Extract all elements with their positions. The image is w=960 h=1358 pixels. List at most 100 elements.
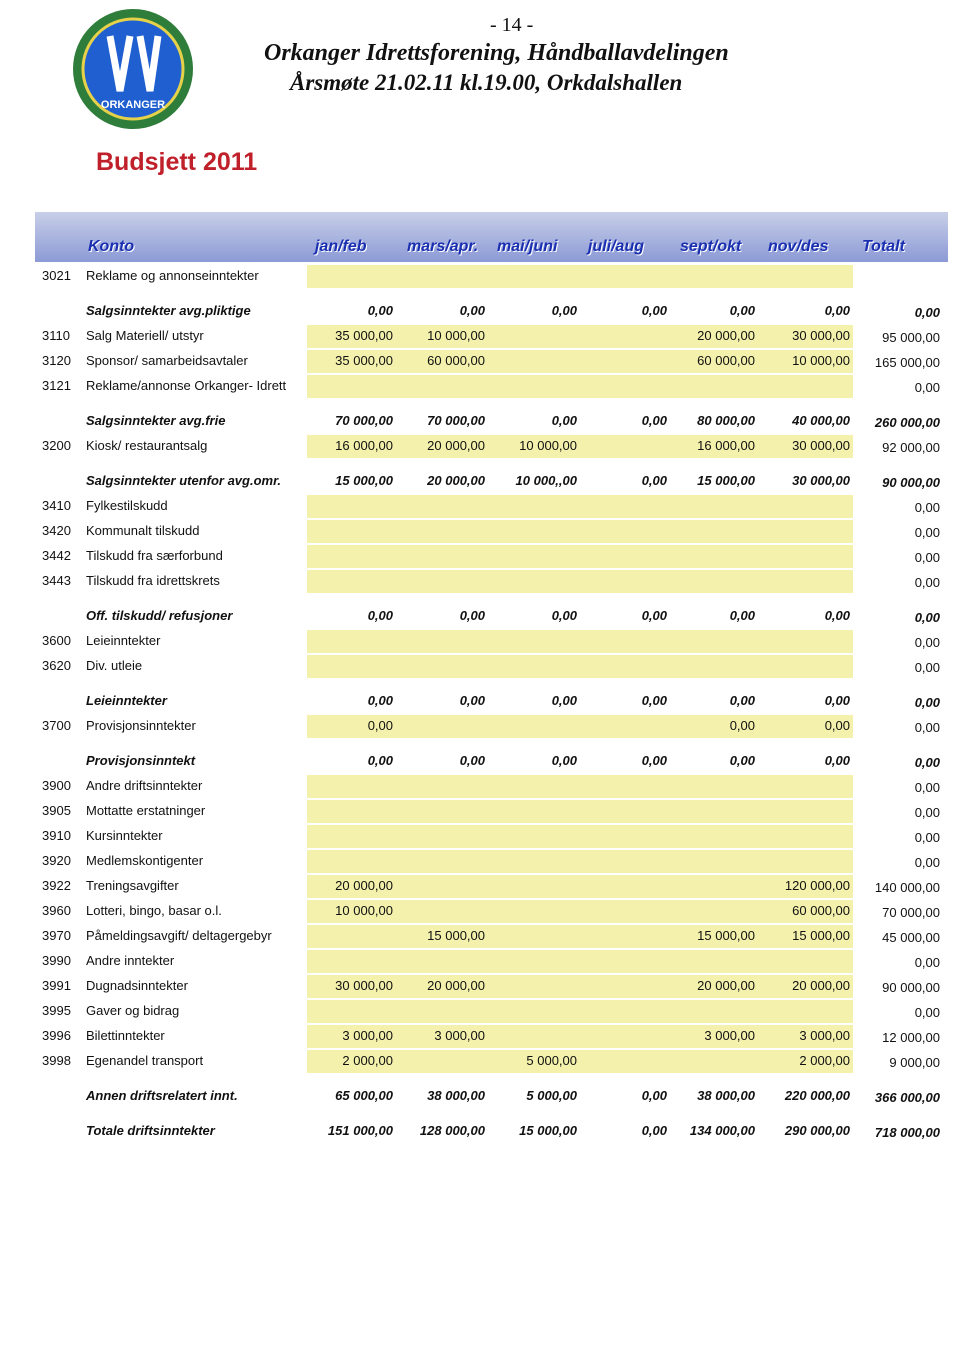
amount: 15 000,00 <box>697 473 755 488</box>
row-label: Reklame/annonse Orkanger- Idrett <box>86 378 287 393</box>
amount: 3 000,00 <box>434 1028 485 1043</box>
amount: 10 000,00 <box>519 438 577 453</box>
row-label: Medlemskontigenter <box>86 853 204 868</box>
row-label: Kiosk/ restaurantsalg <box>86 438 208 453</box>
column-header: jan/feb <box>315 238 367 255</box>
amount: 0,00 <box>459 753 485 768</box>
amount: 20 000,00 <box>335 878 393 893</box>
total: 0,00 <box>914 695 940 710</box>
amount: 0,00 <box>641 693 667 708</box>
total: 366 000,00 <box>874 1090 940 1105</box>
row-label: Off. tilskudd/ refusjoner <box>86 608 233 623</box>
highlight <box>307 1050 853 1073</box>
amount: 30 000,00 <box>335 978 393 993</box>
meeting: Årsmøte 21.02.11 kl.19.00, Orkdalshallen <box>290 70 683 95</box>
row-label: Fylkestilskudd <box>86 498 168 513</box>
amount: 0,00 <box>367 303 393 318</box>
row-label: Div. utleie <box>86 658 143 673</box>
amount: 0,00 <box>729 718 755 733</box>
total: 0,00 <box>914 755 940 770</box>
total: 90 000,00 <box>882 475 940 490</box>
amount: 0,00 <box>824 718 850 733</box>
amount: 0,00 <box>729 608 755 623</box>
row-label: Annen driftsrelatert innt. <box>86 1088 238 1103</box>
account-code: 3420 <box>42 523 71 538</box>
amount: 0,00 <box>459 693 485 708</box>
amount: 35 000,00 <box>335 328 393 343</box>
amount: 0,00 <box>641 1123 667 1138</box>
highlight <box>307 800 853 823</box>
amount: 60 000,00 <box>792 903 850 918</box>
highlight <box>307 545 853 568</box>
amount: 20 000,00 <box>427 438 485 453</box>
column-header: Konto <box>88 238 135 255</box>
amount: 30 000,00 <box>792 473 850 488</box>
amount: 15 000,00 <box>792 928 850 943</box>
title: Orkanger Idrettsforening, Håndballavdeli… <box>264 40 729 66</box>
row-label: Treningsavgifter <box>86 878 179 893</box>
total: 0,00 <box>914 500 940 515</box>
total: 45 000,00 <box>882 930 940 945</box>
amount: 10 000,00 <box>335 903 393 918</box>
total: 0,00 <box>914 635 940 650</box>
highlight <box>307 375 853 398</box>
amount: 0,00 <box>367 608 393 623</box>
amount: 0,00 <box>551 753 577 768</box>
highlight <box>307 495 853 518</box>
amount: 0,00 <box>367 753 393 768</box>
account-code: 3121 <box>42 378 71 393</box>
amount: 10 000,,00 <box>515 473 577 488</box>
amount: 0,00 <box>459 303 485 318</box>
amount: 38 000,00 <box>427 1088 485 1103</box>
amount: 0,00 <box>641 473 667 488</box>
total: 0,00 <box>914 1005 940 1020</box>
row-label: Salg Materiell/ utstyr <box>86 328 204 343</box>
amount: 60 000,00 <box>427 353 485 368</box>
amount: 0,00 <box>641 303 667 318</box>
column-header: juli/aug <box>588 238 644 255</box>
amount: 0,00 <box>641 1088 667 1103</box>
total: 0,00 <box>914 660 940 675</box>
highlight <box>307 630 853 653</box>
amount: 40 000,00 <box>792 413 850 428</box>
header-band <box>35 212 948 262</box>
highlight <box>307 435 853 458</box>
column-header: sept/okt <box>680 238 742 255</box>
amount: 60 000,00 <box>697 353 755 368</box>
total: 0,00 <box>914 305 940 320</box>
amount: 20 000,00 <box>697 328 755 343</box>
amount: 0,00 <box>641 753 667 768</box>
row-label: Salgsinntekter avg.pliktige <box>86 303 251 318</box>
account-code: 3995 <box>42 1003 71 1018</box>
amount: 0,00 <box>551 693 577 708</box>
amount: 70 000,00 <box>335 413 393 428</box>
account-code: 3922 <box>42 878 71 893</box>
highlight <box>307 265 853 288</box>
account-code: 3021 <box>42 268 71 283</box>
total: 9 000,00 <box>889 1055 940 1070</box>
amount: 3 000,00 <box>704 1028 755 1043</box>
total: 0,00 <box>914 525 940 540</box>
row-label: Salgsinntekter utenfor avg.omr. <box>86 473 282 488</box>
amount: 20 000,00 <box>792 978 850 993</box>
account-code: 3960 <box>42 903 71 918</box>
row-label: Gaver og bidrag <box>86 1003 180 1018</box>
row-label: Kommunalt tilskudd <box>86 523 200 538</box>
amount: 5 000,00 <box>526 1088 577 1103</box>
column-header: nov/des <box>768 238 829 255</box>
highlight <box>307 875 853 898</box>
total: 0,00 <box>914 805 940 820</box>
total: 0,00 <box>914 550 940 565</box>
account-code: 3970 <box>42 928 71 943</box>
highlight <box>307 570 853 593</box>
total: 0,00 <box>914 955 940 970</box>
row-label: Reklame og annonseinntekter <box>86 268 259 283</box>
highlight <box>307 775 853 798</box>
amount: 0,00 <box>729 693 755 708</box>
account-code: 3910 <box>42 828 71 843</box>
row-label: Dugnadsinntekter <box>86 978 188 993</box>
row-label: Påmeldingsavgift/ deltagergebyr <box>86 928 272 943</box>
row-label: Provisjonsinntekter <box>86 718 196 733</box>
amount: 0,00 <box>824 693 850 708</box>
